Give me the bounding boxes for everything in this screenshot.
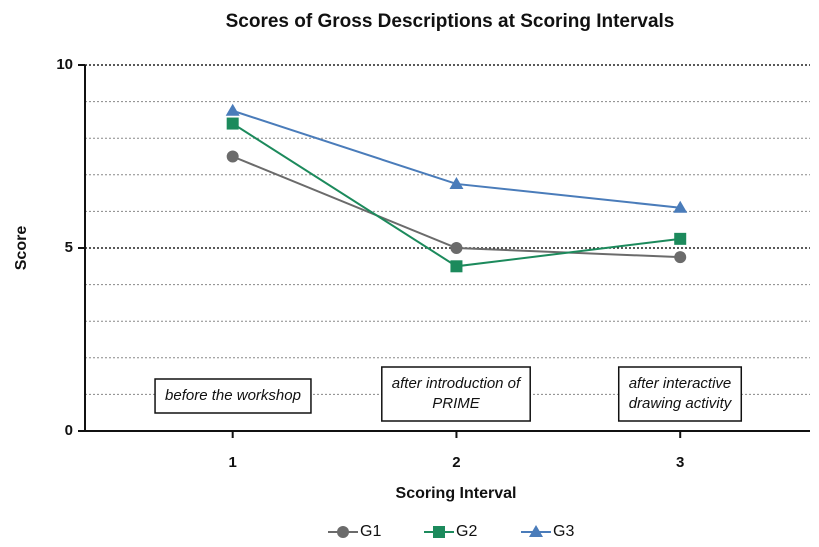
data-point [673, 200, 688, 213]
series-line [232, 109, 681, 209]
data-point [226, 117, 239, 130]
legend-label: G2 [456, 523, 477, 540]
x-tick-label: 2 [452, 454, 460, 471]
annotation-box [154, 378, 312, 414]
annotation-text: before the workshop [165, 387, 301, 404]
annotation: after introduction of PRIME [381, 366, 531, 422]
legend-label: G1 [360, 523, 381, 540]
y-tick-label: 5 [65, 239, 73, 256]
annotation-text: PRIME [432, 395, 481, 412]
y-axis-label: Score [13, 226, 30, 271]
annotation: before the workshop [154, 378, 312, 414]
data-point [225, 103, 240, 116]
x-tick-label: 3 [676, 454, 684, 471]
legend-label: G3 [553, 523, 574, 540]
data-point [450, 242, 463, 254]
legend-marker [433, 526, 445, 538]
data-point [226, 150, 239, 163]
legend-marker [337, 526, 349, 538]
data-point [674, 232, 687, 245]
y-tick-label: 0 [65, 422, 73, 439]
x-axis-label: Scoring Interval [396, 485, 517, 502]
legend-marker [529, 525, 543, 537]
data-point [450, 260, 463, 273]
data-point [449, 176, 464, 189]
data-point [674, 251, 687, 264]
annotation-text: after interactive [629, 375, 732, 392]
annotation-box [617, 366, 743, 422]
chart-title: Scores of Gross Descriptions at Scoring … [226, 11, 675, 32]
annotation-box [381, 366, 531, 422]
y-tick-label: 10 [56, 56, 73, 73]
x-tick-label: 1 [229, 454, 237, 471]
annotation-text: drawing activity [629, 395, 733, 412]
annotation-text: after introduction of [392, 375, 522, 392]
annotation: after interactive drawing activity [617, 366, 743, 422]
